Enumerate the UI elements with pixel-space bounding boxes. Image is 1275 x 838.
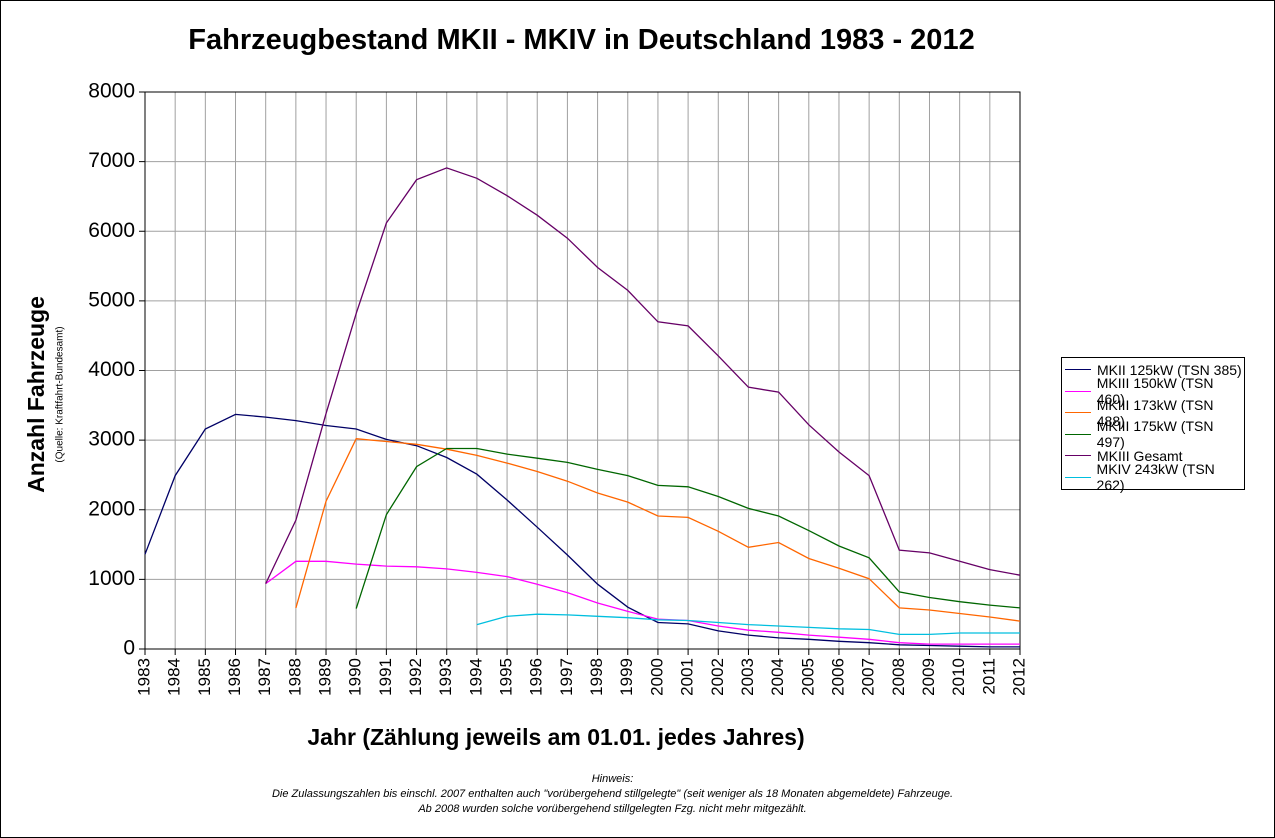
y-axis-source-note: (Quelle: Kraftfahrt-Bundesamt) xyxy=(54,325,66,463)
legend-item: MKIII 150kW (TSN 460) xyxy=(1062,375,1244,407)
x-axis-title: Jahr (Zählung jeweils am 01.01. jedes Ja… xyxy=(307,724,805,750)
x-tick-label: 2004 xyxy=(768,658,787,696)
chart-title: Fahrzeugbestand MKII - MKIV in Deutschla… xyxy=(188,24,975,56)
x-tick-label: 1998 xyxy=(587,658,606,696)
y-tick-label: 1000 xyxy=(88,567,135,590)
y-tick-label: 4000 xyxy=(88,358,135,381)
y-tick-label: 8000 xyxy=(88,80,135,103)
y-tick-label: 2000 xyxy=(88,497,135,520)
x-tick-label: 1994 xyxy=(466,658,485,696)
legend-swatch xyxy=(1065,455,1091,457)
y-axis-title: Anzahl Fahrzeuge xyxy=(22,295,49,493)
x-tick-label: 2008 xyxy=(889,658,908,696)
legend-label: MKII 125kW (TSN 385) xyxy=(1097,361,1242,378)
y-tick-label: 0 xyxy=(123,637,135,660)
x-tick-label: 1995 xyxy=(497,658,516,696)
x-tick-label: 1996 xyxy=(527,658,546,696)
legend-item: MKIII 173kW (TSN 488) xyxy=(1062,397,1244,429)
legend-item: MKIII Gesamt xyxy=(1062,445,1244,467)
x-tick-label: 2002 xyxy=(708,658,727,696)
x-tick-label: 1991 xyxy=(376,658,395,696)
legend-swatch xyxy=(1065,433,1091,435)
x-tick-label: 1989 xyxy=(316,658,335,696)
footnote-line-1: Die Zulassungszahlen bis einschl. 2007 e… xyxy=(271,788,954,800)
series-line-2 xyxy=(265,560,1020,645)
legend-label: MKIII 173kW (TSN 488) xyxy=(1096,396,1214,429)
x-tick-label: 2010 xyxy=(949,658,968,696)
series-line-5 xyxy=(265,167,1021,584)
legend-label: MKIII 150kW (TSN 460) xyxy=(1096,375,1214,408)
x-tick-label: 1983 xyxy=(134,658,153,696)
footnote-heading: Hinweis: xyxy=(591,773,634,785)
legend-item: MKII 125kW (TSN 385) xyxy=(1062,359,1244,381)
x-tick-label: 1992 xyxy=(406,658,425,696)
x-tick-label: 2012 xyxy=(1009,658,1028,696)
x-tick-label: 1987 xyxy=(255,658,274,696)
series-lines xyxy=(144,167,1021,648)
axes: 1983 1984 1985 1986 1987 1988 1989 1990 1991 1992… xyxy=(88,80,1028,696)
x-tick-label: 1990 xyxy=(346,658,365,696)
x-tick-label: 2005 xyxy=(798,658,817,696)
legend-swatch xyxy=(1065,390,1091,392)
y-tick-label: 7000 xyxy=(88,149,135,172)
x-tick-label: 2007 xyxy=(859,658,878,696)
legend-item: MKIV 243kW (TSN 262) xyxy=(1062,461,1244,493)
legend-swatch xyxy=(1065,412,1091,414)
legend-label: MKIV 243kW (TSN 262) xyxy=(1096,461,1215,494)
legend-item: MKIII 175kW (TSN 497) xyxy=(1062,418,1244,450)
grid-lines xyxy=(144,91,1021,650)
footnote-line-2: Ab 2008 wurden solche vorübergehend stil… xyxy=(418,803,807,815)
x-tick-label: 2003 xyxy=(738,658,757,696)
series-line-4 xyxy=(355,447,1021,609)
x-tick-label: 2011 xyxy=(979,658,998,695)
legend-swatch xyxy=(1065,476,1091,478)
y-tick-label: 3000 xyxy=(88,428,135,451)
x-tick-label: 1997 xyxy=(557,658,576,696)
series-line-1 xyxy=(144,413,1020,648)
x-tick-label: 1993 xyxy=(436,658,455,696)
y-tick-label: 6000 xyxy=(88,219,135,242)
legend-label: MKIII 175kW (TSN 497) xyxy=(1096,418,1214,451)
x-tick-label: 1986 xyxy=(225,658,244,696)
y-tick-label: 5000 xyxy=(88,288,135,311)
series-line-3 xyxy=(295,438,1021,622)
legend-swatch xyxy=(1065,369,1091,371)
y-axis-title-group: Anzahl Fahrzeuge (Quelle: Kraftfahrt-Bun… xyxy=(14,284,74,504)
x-tick-label: 1985 xyxy=(195,658,214,696)
x-tick-label: 2009 xyxy=(919,658,938,696)
legend-label: MKIII Gesamt xyxy=(1097,447,1183,464)
x-tick-label: 2001 xyxy=(678,658,697,696)
x-tick-label: 1988 xyxy=(285,658,304,696)
x-tick-label: 2006 xyxy=(828,658,847,696)
legend: MKII 125kW (TSN 385) MKIII 150kW (TSN 460… xyxy=(1061,357,1245,493)
footnote: Hinweis: Die Zulassungszahlen bis einsch… xyxy=(0,772,1225,817)
x-tick-label: 2000 xyxy=(647,658,666,696)
x-tick-label: 1984 xyxy=(165,658,184,696)
x-tick-label: 1999 xyxy=(617,658,636,696)
series-line-6 xyxy=(476,613,1020,636)
